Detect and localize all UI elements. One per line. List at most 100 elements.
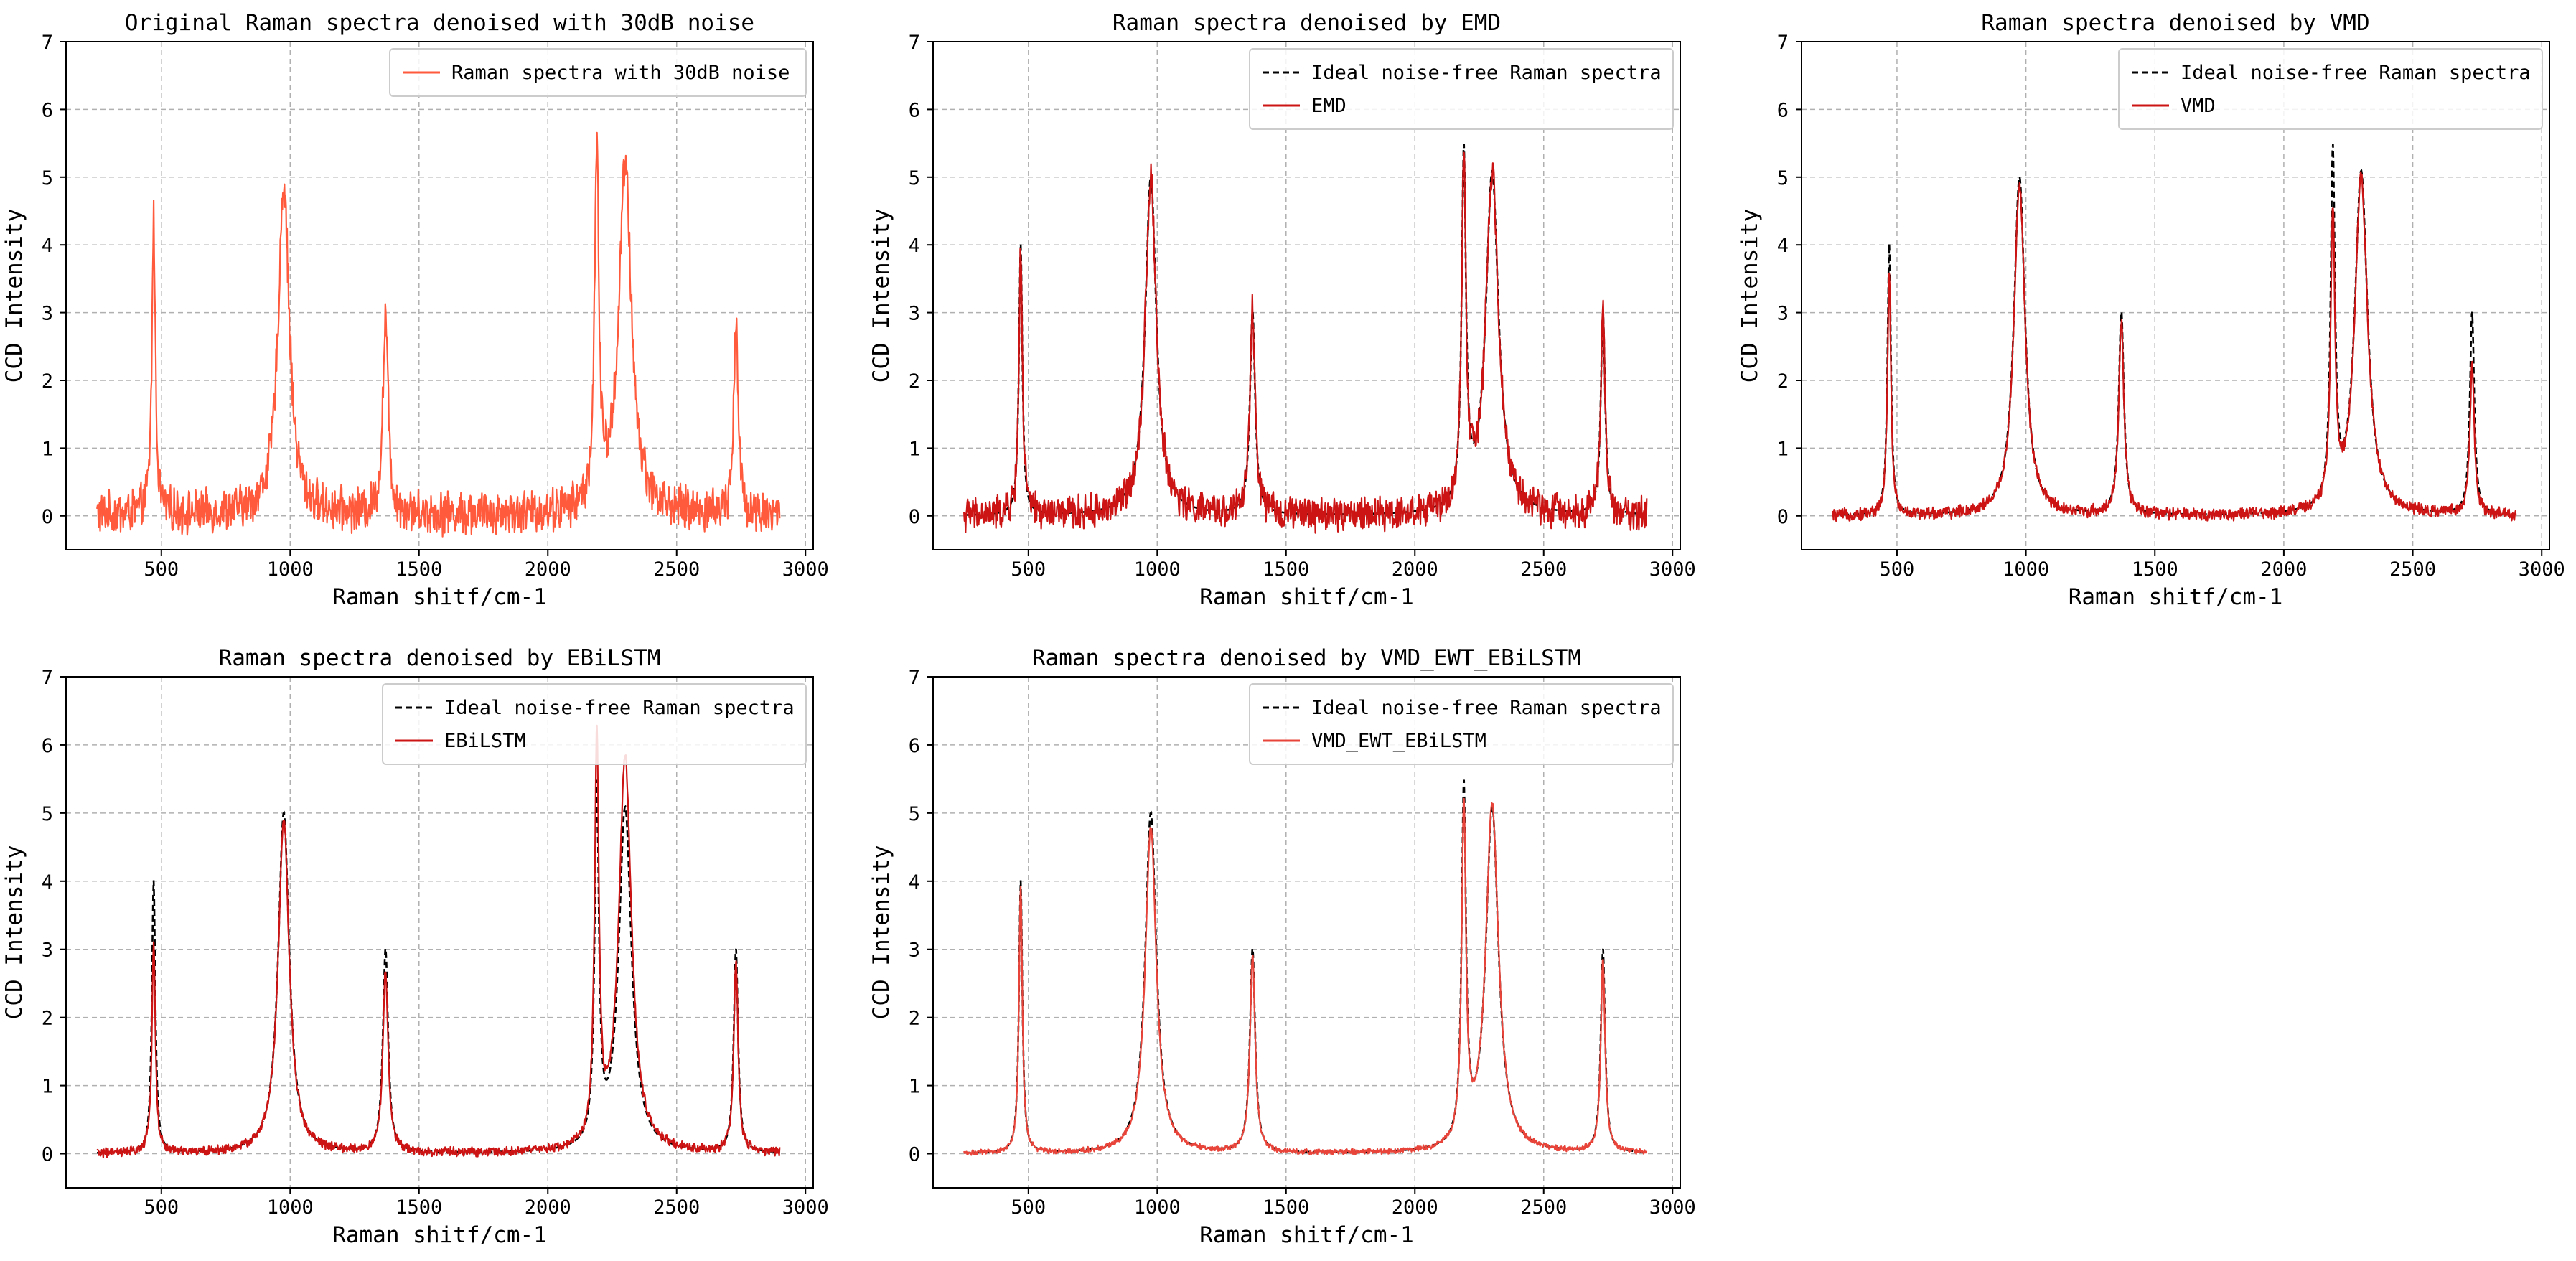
legend-box	[382, 683, 807, 765]
x-tick-label: 500	[1880, 558, 1915, 581]
chart-panel-2: Raman spectra denoised by EMD 500 1000 1500…	[868, 10, 1696, 610]
y-tick-label: 6	[909, 735, 920, 757]
x-tick-label: 1500	[2132, 558, 2178, 581]
legend-label: VMD	[2181, 95, 2216, 117]
x-tick-label: 2000	[2260, 558, 2307, 581]
chart-panel-1: Original Raman spectra denoised with 30d…	[1, 10, 829, 610]
legend-label: VMD_EWT_EBiLSTM	[1311, 730, 1486, 752]
x-tick-label: 1000	[1134, 1196, 1181, 1219]
legend-box	[1249, 48, 1674, 130]
chart-title: Raman spectra denoised by VMD_EWT_EBiLST…	[1032, 645, 1581, 671]
y-tick-label: 7	[42, 667, 53, 689]
series-line-denoised	[1832, 171, 2517, 522]
x-tick-label: 500	[1011, 558, 1046, 581]
x-tick-label: 2000	[1392, 558, 1438, 581]
y-tick-label: 4	[1777, 235, 1789, 257]
x-tick-label: 1000	[267, 1196, 314, 1219]
y-tick-label: 2	[42, 1008, 53, 1030]
chart-title: Raman spectra denoised by EBiLSTM	[219, 645, 661, 671]
y-tick-label: 7	[42, 32, 53, 54]
x-tick-label: 2500	[653, 1196, 700, 1219]
y-axis-label: CCD Intensity	[868, 845, 894, 1020]
y-tick-label: 5	[909, 803, 920, 825]
x-tick-label: 2500	[653, 558, 700, 581]
y-tick-label: 0	[42, 1144, 53, 1166]
y-tick-label: 2	[1777, 370, 1789, 393]
y-tick-label: 0	[909, 1144, 920, 1166]
legend: Ideal noise-free Raman spectra VMD	[2118, 48, 2543, 130]
plot-area	[96, 724, 781, 1159]
x-axis-label: Raman shitf/cm-1	[1199, 584, 1414, 610]
legend: Ideal noise-free Raman spectra VMD_EWT_EB…	[1249, 683, 1674, 765]
y-tick-label: 3	[909, 939, 920, 962]
x-axis-label: Raman shitf/cm-1	[1199, 1222, 1414, 1248]
x-tick-label: 2000	[525, 1196, 571, 1219]
x-tick-label: 1000	[267, 558, 314, 581]
y-tick-label: 1	[909, 1076, 920, 1098]
legend-label: EMD	[1311, 95, 1346, 117]
x-tick-label: 2500	[2389, 558, 2436, 581]
x-tick-label: 3000	[1649, 1196, 1696, 1219]
y-tick-label: 6	[42, 735, 53, 757]
plot-area	[963, 779, 1648, 1156]
legend: Ideal noise-free Raman spectra EBiLSTM	[382, 683, 807, 765]
y-tick-label: 3	[42, 303, 53, 325]
series-line-denoised	[963, 797, 1648, 1156]
series-line-noisy	[96, 131, 781, 538]
legend-box	[389, 48, 807, 97]
y-tick-label: 0	[1777, 506, 1789, 528]
y-tick-label: 1	[42, 1076, 53, 1098]
x-tick-label: 1500	[395, 558, 442, 581]
x-tick-label: 2000	[525, 558, 571, 581]
y-axis-label: CCD Intensity	[1737, 209, 1763, 383]
plot-area	[963, 144, 1648, 534]
legend-box	[2118, 48, 2543, 130]
chart-title: Original Raman spectra denoised with 30d…	[125, 10, 754, 36]
y-tick-label: 1	[1777, 438, 1789, 460]
y-tick-label: 5	[1777, 167, 1789, 189]
plot-area	[1832, 144, 2517, 522]
series-line-ideal	[964, 144, 1647, 516]
y-tick-label: 3	[42, 939, 53, 962]
x-axis-label: Raman shitf/cm-1	[332, 1222, 547, 1248]
y-tick-label: 2	[909, 1008, 920, 1030]
y-tick-label: 1	[909, 438, 920, 460]
x-tick-label: 3000	[2519, 558, 2565, 581]
legend: Ideal noise-free Raman spectra EMD	[1249, 48, 1674, 130]
x-tick-label: 2000	[1392, 1196, 1438, 1219]
plot-frame	[65, 676, 814, 1189]
y-axis-label: CCD Intensity	[868, 209, 894, 383]
y-tick-label: 6	[42, 99, 53, 121]
y-axis-label: CCD Intensity	[1, 845, 27, 1020]
chart-panel-5: Raman spectra denoised by VMD_EWT_EBiLST…	[868, 645, 1696, 1248]
chart-title: Raman spectra denoised by EMD	[1113, 10, 1501, 36]
x-tick-label: 500	[144, 1196, 179, 1219]
y-tick-label: 4	[909, 235, 920, 257]
y-tick-label: 1	[42, 438, 53, 460]
legend-label: Ideal noise-free Raman spectra	[2181, 62, 2531, 84]
y-tick-label: 0	[909, 506, 920, 528]
y-tick-label: 4	[909, 871, 920, 894]
y-axis-label: CCD Intensity	[1, 209, 27, 383]
y-tick-label: 7	[909, 32, 920, 54]
chart-panel-3: Raman spectra denoised by VMD 500 1000 1500…	[1737, 10, 2565, 610]
y-tick-label: 0	[42, 506, 53, 528]
x-tick-label: 500	[144, 558, 179, 581]
series-line-ideal	[1832, 144, 2516, 516]
legend-label: Raman spectra with 30dB noise	[451, 62, 790, 84]
x-tick-label: 1500	[395, 1196, 442, 1219]
series-line-ideal	[964, 779, 1647, 1154]
x-tick-label: 3000	[782, 558, 829, 581]
x-tick-label: 2500	[1520, 1196, 1567, 1219]
y-tick-label: 2	[909, 370, 920, 393]
x-axis-label: Raman shitf/cm-1	[332, 584, 547, 610]
series-line-denoised	[963, 151, 1648, 534]
x-tick-label: 500	[1011, 1196, 1046, 1219]
y-tick-label: 3	[1777, 303, 1789, 325]
y-tick-label: 4	[42, 235, 53, 257]
x-tick-label: 1500	[1263, 1196, 1309, 1219]
legend-label: Ideal noise-free Raman spectra	[1311, 697, 1662, 719]
legend-label: EBiLSTM	[444, 730, 526, 752]
plot-area	[96, 131, 781, 538]
